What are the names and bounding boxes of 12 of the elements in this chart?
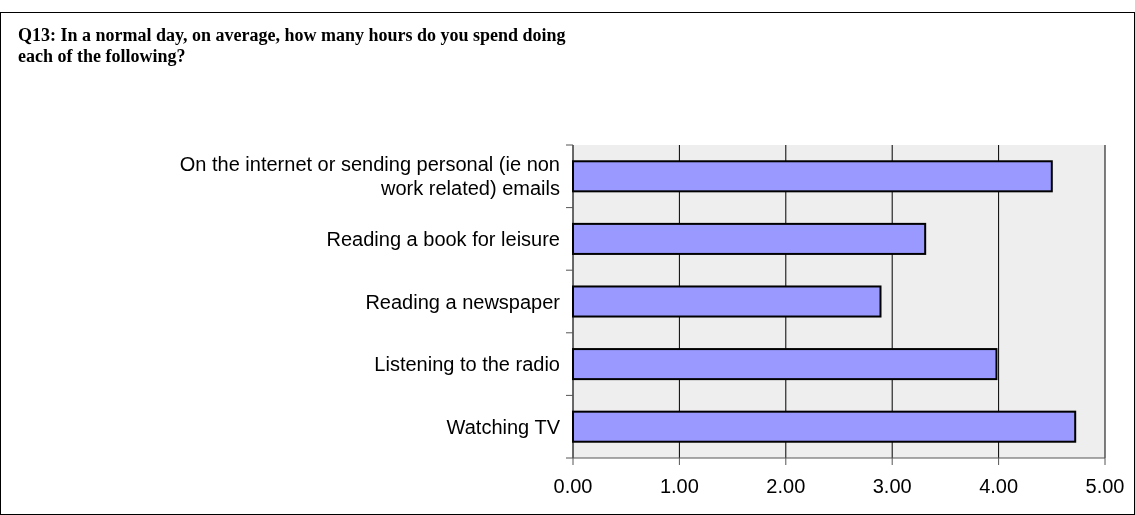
- y-tick-label: On the internet or sending personal (ie non work related) emails: [179, 153, 560, 200]
- x-tick-label: 2.00: [766, 475, 806, 497]
- y-tick-label: Listening to the radio: [374, 353, 560, 376]
- y-tick-label: Watching TV: [446, 415, 561, 438]
- y-tick-label: Reading a book for leisure: [326, 227, 560, 250]
- x-tick-label: 3.00: [872, 475, 912, 497]
- x-tick-label: 4.00: [979, 475, 1019, 497]
- y-tick-label: Reading a newspaper: [365, 290, 561, 313]
- text: Q13: In a normal day, on average, how many hours do you spend doing each of the following?: [18, 25, 566, 66]
- x-tick-label: 1.00: [659, 475, 699, 497]
- x-tick-label: 0.00: [553, 475, 593, 497]
- x-tick-label: 5.00: [1085, 475, 1125, 497]
